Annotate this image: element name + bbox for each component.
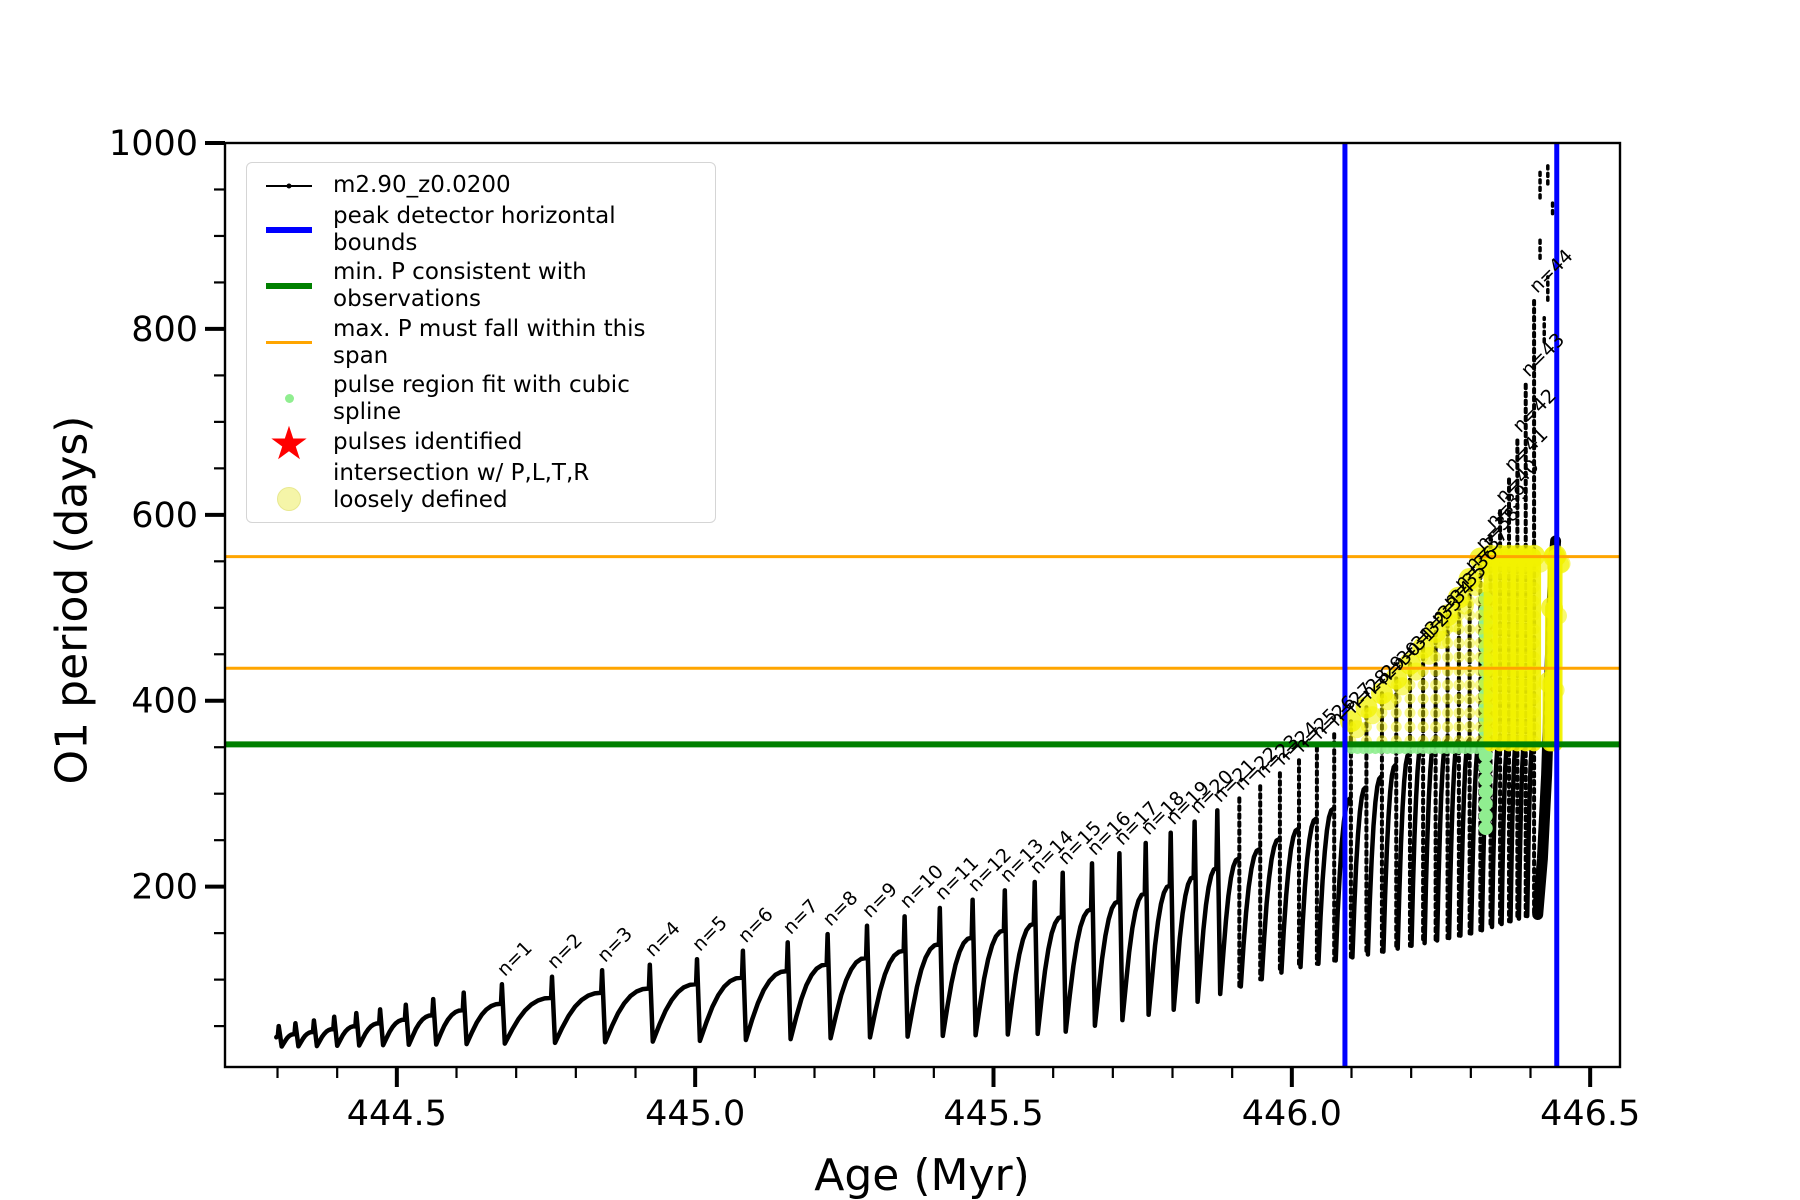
reference-lines: [225, 143, 1620, 1067]
pulse-number-label: n=3: [593, 923, 637, 967]
orange-line-icon: [257, 341, 321, 345]
y-tick-label: 200: [131, 868, 198, 908]
y-tick-label: 1000: [109, 124, 198, 164]
x-tick-label: 446.0: [1242, 1094, 1342, 1134]
y-tick-label: 400: [131, 682, 198, 722]
series-line-icon: [257, 183, 321, 189]
star-icon: ★: [268, 416, 310, 470]
pulse-number-label: n=6: [734, 903, 778, 947]
legend-item-peak-bounds: peak detector horizontal bounds: [257, 203, 701, 257]
green-line-icon: [257, 283, 321, 290]
yellow-dot-icon: [257, 487, 321, 514]
x-tick-label: 445.0: [645, 1094, 745, 1134]
legend-label: peak detector horizontal bounds: [333, 203, 616, 257]
legend-label: intersection w/ P,L,T,R loosely defined: [333, 460, 590, 514]
pulse-number-label: n=4: [641, 917, 685, 961]
y-tick-label: 800: [131, 310, 198, 350]
legend-item-series: m2.90_z0.0200: [257, 171, 701, 201]
pulse-number-label: n=43: [1517, 329, 1569, 381]
legend-label: m2.90_z0.0200: [333, 172, 511, 199]
legend-item-pulses: ★ pulses identified: [257, 416, 701, 470]
pulse-number-label: n=8: [819, 887, 863, 931]
pulse-number-label: n=1: [493, 937, 537, 981]
x-tick-label: 446.5: [1540, 1094, 1640, 1134]
legend-item-max-p: max. P must fall within this span: [257, 316, 701, 370]
legend-label: min. P consistent with observations: [333, 259, 587, 313]
legend-item-intersection: intersection w/ P,L,T,R loosely defined: [257, 460, 701, 514]
legend-item-spline: pulse region fit with cubic spline: [257, 372, 701, 426]
legend-label: max. P must fall within this span: [333, 315, 646, 369]
pulse-number-label: n=9: [858, 878, 902, 922]
legend-label: pulses identified: [333, 429, 523, 456]
pulse-number-label: n=7: [779, 895, 823, 939]
green-dot-icon: [257, 394, 321, 404]
legend-item-min-p: min. P consistent with observations: [257, 259, 701, 313]
blue-line-icon: [257, 227, 321, 234]
x-tick-label: 445.5: [943, 1094, 1043, 1134]
legend-label: pulse region fit with cubic spline: [333, 371, 630, 425]
legend: m2.90_z0.0200 peak detector horizontal b…: [246, 162, 716, 524]
plot-spines: [223, 141, 1622, 1069]
x-axis-label: Age (Myr): [814, 1150, 1030, 1200]
pulse-number-label: n=5: [688, 912, 732, 956]
y-axis-label: O1 period (days): [46, 415, 98, 785]
axis-ticks: 444.5 445.0 445.5 446.0 446.5 200 400 600 800 100…: [109, 124, 1640, 1134]
pulse-number-label: n=2: [543, 929, 587, 973]
x-tick-label: 444.5: [347, 1094, 447, 1134]
y-tick-label: 600: [131, 496, 198, 536]
pulse-number-label: n=44: [1525, 245, 1577, 297]
